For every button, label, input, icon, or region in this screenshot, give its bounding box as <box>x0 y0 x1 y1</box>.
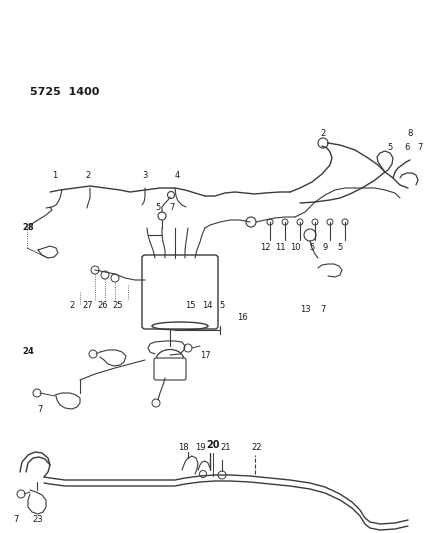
Text: 19: 19 <box>195 442 205 451</box>
Text: 20: 20 <box>206 440 220 450</box>
Text: 26: 26 <box>98 301 108 310</box>
Text: 7: 7 <box>169 204 175 213</box>
Text: 14: 14 <box>202 301 212 310</box>
Text: 5: 5 <box>155 204 160 213</box>
Text: 28: 28 <box>22 223 34 232</box>
Text: 13: 13 <box>300 305 310 314</box>
Text: 10: 10 <box>290 243 300 252</box>
FancyBboxPatch shape <box>142 255 218 329</box>
Text: 7: 7 <box>37 406 43 415</box>
Text: 17: 17 <box>200 351 210 359</box>
Text: 16: 16 <box>237 313 247 322</box>
Text: 3: 3 <box>143 171 148 180</box>
Text: 25: 25 <box>113 301 123 310</box>
Text: 21: 21 <box>221 442 231 451</box>
Text: 2: 2 <box>321 128 326 138</box>
Text: 7: 7 <box>13 515 19 524</box>
Text: 24: 24 <box>22 348 34 357</box>
Text: 2: 2 <box>69 301 74 310</box>
Text: 4: 4 <box>174 171 180 180</box>
Text: 15: 15 <box>185 301 195 310</box>
Text: 9: 9 <box>322 243 327 252</box>
Text: 5: 5 <box>309 243 315 252</box>
Text: 7: 7 <box>417 142 423 151</box>
Text: 5: 5 <box>337 243 343 252</box>
Text: 11: 11 <box>275 243 285 252</box>
Text: 2: 2 <box>85 171 91 180</box>
FancyBboxPatch shape <box>154 358 186 380</box>
Text: 6: 6 <box>404 142 410 151</box>
Text: 12: 12 <box>260 243 270 252</box>
Text: 8: 8 <box>407 128 413 138</box>
Text: 23: 23 <box>33 515 43 524</box>
Text: 22: 22 <box>252 442 262 451</box>
Text: 5: 5 <box>387 142 392 151</box>
Text: 7: 7 <box>320 305 326 314</box>
Text: 1: 1 <box>52 171 58 180</box>
Text: 5: 5 <box>220 301 225 310</box>
Text: 27: 27 <box>83 301 93 310</box>
Text: 18: 18 <box>178 442 188 451</box>
Text: 5725  1400: 5725 1400 <box>30 87 99 97</box>
